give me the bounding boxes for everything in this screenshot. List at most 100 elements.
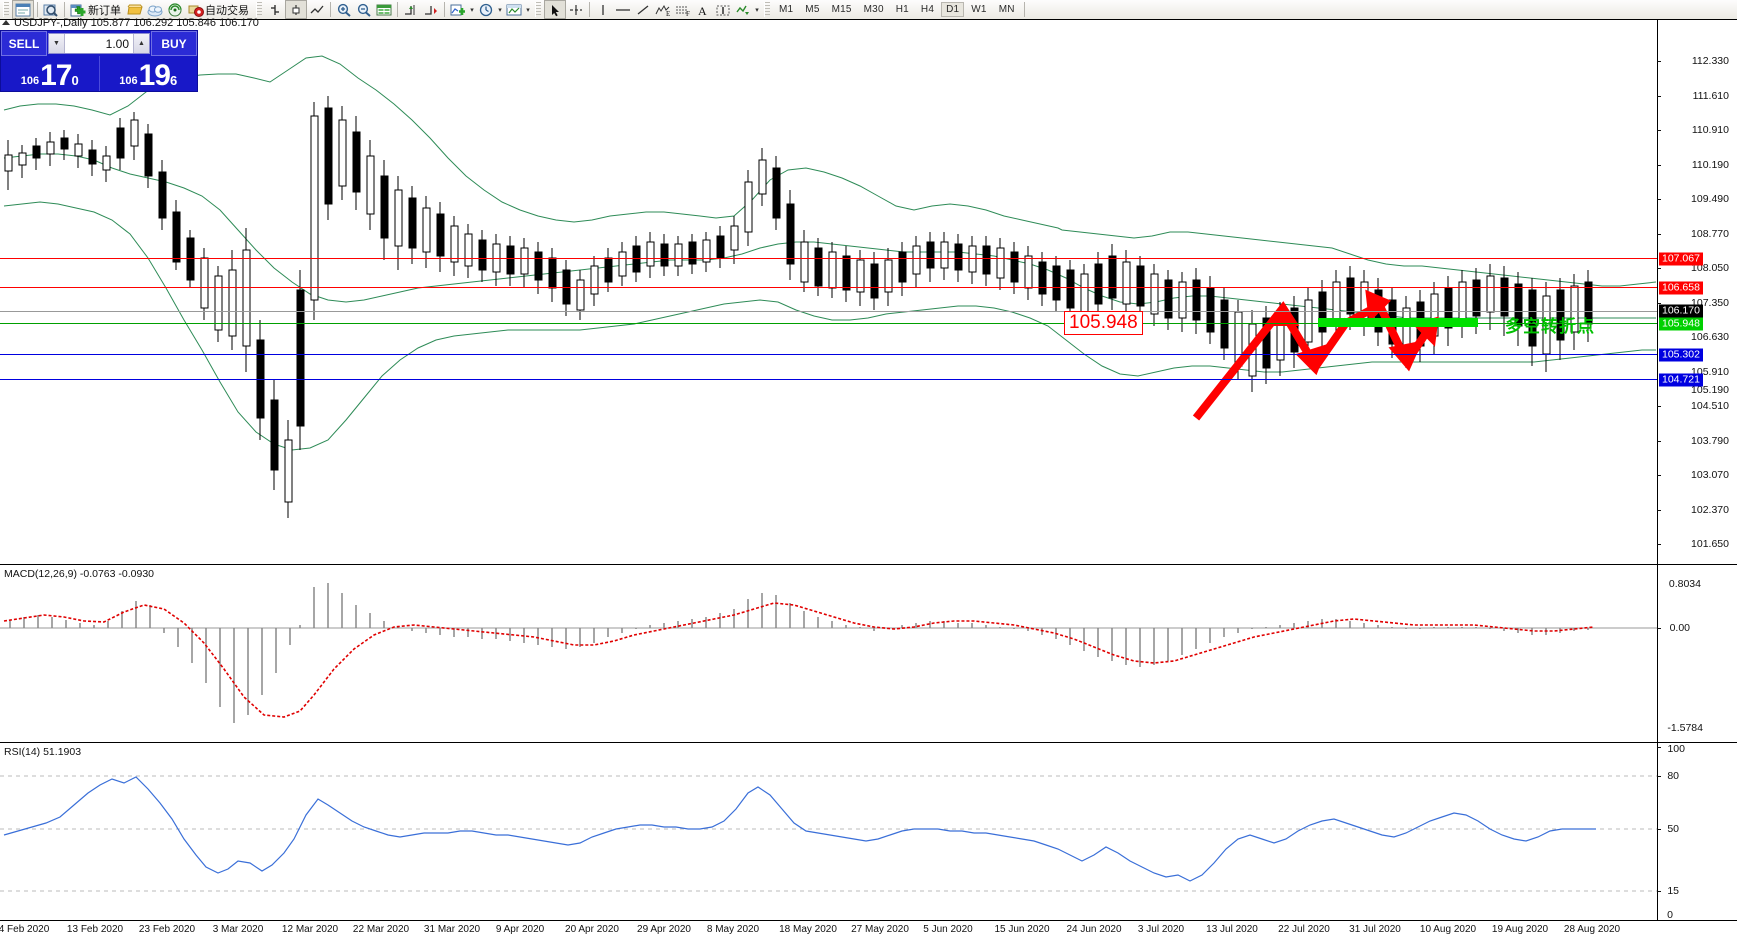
toolbar-grip[interactable] bbox=[256, 2, 262, 17]
volume-input[interactable]: 1.00 bbox=[105, 36, 129, 51]
auto-trading-icon[interactable] bbox=[185, 1, 205, 18]
timeframe-m15[interactable]: M15 bbox=[831, 4, 852, 15]
rsi-pane[interactable]: RSI(14) 51.1903 100 80 50 15 0 bbox=[0, 742, 1737, 921]
turning-point-highlight[interactable] bbox=[1318, 318, 1478, 327]
level-chip-support-2[interactable]: 104.721 bbox=[1659, 373, 1703, 387]
line-chart-icon[interactable] bbox=[307, 1, 327, 18]
rsi-axis-label-0: 0 bbox=[1667, 909, 1673, 921]
text-icon[interactable]: A bbox=[693, 1, 713, 18]
date-axis-label: 4 Feb 2020 bbox=[0, 924, 50, 935]
buy-price-prefix: 106 bbox=[119, 75, 138, 87]
timeframe-mn[interactable]: MN bbox=[998, 4, 1015, 15]
period-icon[interactable] bbox=[476, 1, 496, 18]
resistance-line-106658[interactable] bbox=[0, 287, 1657, 288]
rsi-axis-label-80: 80 bbox=[1667, 770, 1679, 782]
volume-stepper[interactable]: ▼ 1.00 ▲ bbox=[48, 33, 150, 54]
horizontal-line-icon[interactable] bbox=[613, 1, 633, 18]
timeframe-d1[interactable]: D1 bbox=[941, 2, 965, 17]
price-axis-label: 104.510 bbox=[1691, 400, 1729, 412]
date-axis-label: 19 Aug 2020 bbox=[1491, 924, 1549, 935]
current-price-line bbox=[0, 311, 1657, 312]
one-click-trading-panel[interactable]: SELL ▼ 1.00 ▲ BUY 106 17 0 106 19 6 bbox=[0, 30, 198, 92]
volume-decrement-icon[interactable]: ▼ bbox=[49, 34, 65, 53]
timeframe-m5[interactable]: M5 bbox=[805, 4, 820, 15]
price-chart-svg bbox=[3, 55, 1657, 518]
turning-point-note: 多空转折点 bbox=[1505, 317, 1595, 337]
cloud-icon[interactable] bbox=[145, 1, 165, 18]
shapes-icon[interactable] bbox=[733, 1, 753, 18]
chevron-down-icon[interactable]: ▾ bbox=[755, 6, 759, 14]
rsi-axis-label-50: 50 bbox=[1667, 823, 1679, 835]
price-axis-label: 108.770 bbox=[1691, 228, 1729, 240]
macd-title: MACD(12,26,9) -0.0763 -0.0930 bbox=[4, 568, 154, 580]
price-pane-canvas[interactable]: 105.948 多空转折点 bbox=[0, 20, 1737, 564]
chevron-down-icon[interactable]: ▾ bbox=[470, 6, 474, 14]
candle-chart-icon[interactable] bbox=[285, 0, 307, 19]
macd-pane[interactable]: MACD(12,26,9) -0.0763 -0.0930 bbox=[0, 564, 1737, 742]
price-axis-label: 105.190 bbox=[1691, 384, 1729, 396]
date-axis-label: 13 Feb 2020 bbox=[66, 924, 124, 935]
pivot-line-105948[interactable] bbox=[0, 323, 1657, 324]
buy-button[interactable]: BUY bbox=[151, 31, 197, 56]
date-axis-label: 20 Apr 2020 bbox=[565, 924, 619, 935]
rsi-pane-canvas[interactable] bbox=[0, 743, 1737, 920]
book-icon[interactable] bbox=[125, 1, 145, 18]
level-chip-pivot[interactable]: 105.948 bbox=[1659, 317, 1703, 331]
sell-price-prefix: 106 bbox=[20, 75, 40, 87]
level-chip-resistance-2[interactable]: 106.658 bbox=[1659, 281, 1703, 295]
chart-shift-icon[interactable] bbox=[401, 1, 421, 18]
sell-price-main: 17 bbox=[40, 59, 72, 92]
chart-collapse-icon[interactable] bbox=[2, 20, 10, 25]
zoom-in-icon[interactable] bbox=[334, 1, 354, 18]
price-axis-line bbox=[1657, 20, 1658, 564]
support-line-104721[interactable] bbox=[0, 379, 1657, 380]
chevron-down-icon[interactable]: ▾ bbox=[498, 6, 502, 14]
timeframe-w1[interactable]: W1 bbox=[971, 4, 987, 15]
data-window-icon[interactable] bbox=[374, 1, 394, 18]
timeframe-m1[interactable]: M1 bbox=[779, 4, 794, 15]
support-line-105302[interactable] bbox=[0, 354, 1657, 355]
svg-text:E: E bbox=[666, 10, 670, 17]
price-pane[interactable]: 105.948 多空转折点 112.330 111.610 110.910 11… bbox=[0, 19, 1737, 564]
toolbar-grip[interactable] bbox=[3, 2, 9, 17]
auto-scroll-icon[interactable] bbox=[421, 1, 441, 18]
trendline-icon[interactable] bbox=[633, 1, 653, 18]
macd-pane-canvas[interactable] bbox=[0, 565, 1737, 742]
chevron-down-icon[interactable]: ▾ bbox=[526, 6, 530, 14]
indicators-icon[interactable] bbox=[448, 1, 468, 18]
price-annotation-box[interactable]: 105.948 bbox=[1064, 311, 1143, 335]
cursor-icon[interactable] bbox=[544, 0, 566, 19]
date-axis-label: 12 Mar 2020 bbox=[281, 924, 339, 935]
auto-trading-label[interactable]: 自动交易 bbox=[205, 3, 249, 17]
chart-window-icon[interactable] bbox=[12, 0, 34, 19]
level-chip-support-1[interactable]: 105.302 bbox=[1659, 348, 1703, 362]
svg-text:A: A bbox=[698, 4, 707, 17]
vertical-line-icon[interactable] bbox=[593, 1, 613, 18]
level-chip-resistance-1[interactable]: 107.067 bbox=[1659, 252, 1703, 266]
date-axis-label: 28 Aug 2020 bbox=[1563, 924, 1621, 935]
volume-increment-icon[interactable]: ▲ bbox=[133, 34, 149, 53]
sell-button[interactable]: SELL bbox=[1, 31, 47, 56]
timeframe-m30[interactable]: M30 bbox=[863, 4, 884, 15]
elliott-wave-icon[interactable]: E bbox=[653, 1, 673, 18]
fibo-icon[interactable]: F bbox=[673, 1, 693, 18]
crosshair-icon[interactable] bbox=[566, 1, 586, 18]
zoom-out-icon[interactable] bbox=[354, 1, 374, 18]
date-axis-label: 31 Mar 2020 bbox=[423, 924, 481, 935]
price-axis-label: 111.610 bbox=[1692, 90, 1729, 102]
buy-price[interactable]: 106 19 6 bbox=[98, 56, 198, 91]
one-click-price-row: 106 17 0 106 19 6 bbox=[1, 56, 197, 91]
signals-icon[interactable] bbox=[165, 1, 185, 18]
resistance-line-107067[interactable] bbox=[0, 258, 1657, 259]
toolbar-grip[interactable] bbox=[764, 2, 770, 17]
new-order-label[interactable]: 新订单 bbox=[88, 3, 121, 17]
label-icon[interactable] bbox=[713, 1, 733, 18]
new-order-icon[interactable] bbox=[68, 1, 88, 18]
templates-icon[interactable] bbox=[504, 1, 524, 18]
bar-chart-icon[interactable] bbox=[265, 1, 285, 18]
sell-price[interactable]: 106 17 0 bbox=[1, 56, 99, 91]
toolbar-grip[interactable] bbox=[535, 2, 541, 17]
timeframe-h4[interactable]: H4 bbox=[920, 4, 935, 15]
timeframe-h1[interactable]: H1 bbox=[895, 4, 909, 15]
zoom-search-icon[interactable] bbox=[41, 1, 61, 18]
